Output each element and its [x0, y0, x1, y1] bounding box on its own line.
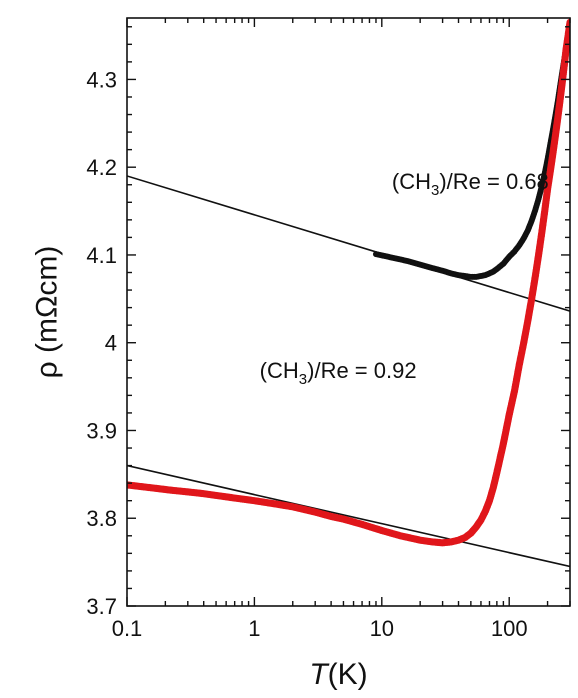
y-axis-label: ρ (mΩcm) [31, 246, 64, 379]
annotation-subscript: 3 [299, 371, 307, 388]
annotation-text: (CH [392, 169, 431, 194]
x-tick-label: 100 [491, 616, 528, 641]
annotations: (CH3)/Re = 0.68(CH3)/Re = 0.92 [260, 169, 549, 388]
x-axis-label: T(K) [309, 658, 367, 691]
fit-line-1 [127, 175, 570, 312]
tick-labels: 0.1 1 10 100 3.7 3.8 3.9 4 4.1 4.2 4.3 [86, 67, 527, 641]
y-tick-label: 3.9 [86, 418, 117, 443]
annotation-subscript: 3 [431, 182, 439, 199]
y-tick-label: 4.3 [86, 67, 117, 92]
x-tick-label: 10 [370, 616, 394, 641]
axis-ticks [126, 18, 571, 607]
y-tick-label: 4.2 [86, 155, 117, 180]
fit-line-2 [127, 464, 570, 568]
data-point [566, 18, 570, 26]
x-axis-label-symbol: T [309, 658, 330, 691]
plot-area [127, 18, 570, 568]
plot-frame [126, 17, 571, 607]
y-tick-label: 3.8 [86, 506, 117, 531]
annotation-text: )/Re = 0.68 [439, 169, 548, 194]
series-2 [127, 18, 570, 547]
x-axis-label-unit: (K) [328, 658, 368, 691]
y-tick-label: 3.7 [86, 594, 117, 619]
annotation-2: (CH3)/Re = 0.92 [260, 358, 417, 388]
annotation-text: (CH [260, 358, 299, 383]
x-tick-label: 0.1 [112, 616, 143, 641]
y-tick-label: 4.1 [86, 243, 117, 268]
plot-inner [127, 18, 570, 568]
x-tick-label: 1 [248, 616, 260, 641]
annotation-text: )/Re = 0.92 [307, 358, 416, 383]
annotation-1: (CH3)/Re = 0.68 [392, 169, 549, 199]
y-tick-label: 4 [105, 331, 117, 356]
